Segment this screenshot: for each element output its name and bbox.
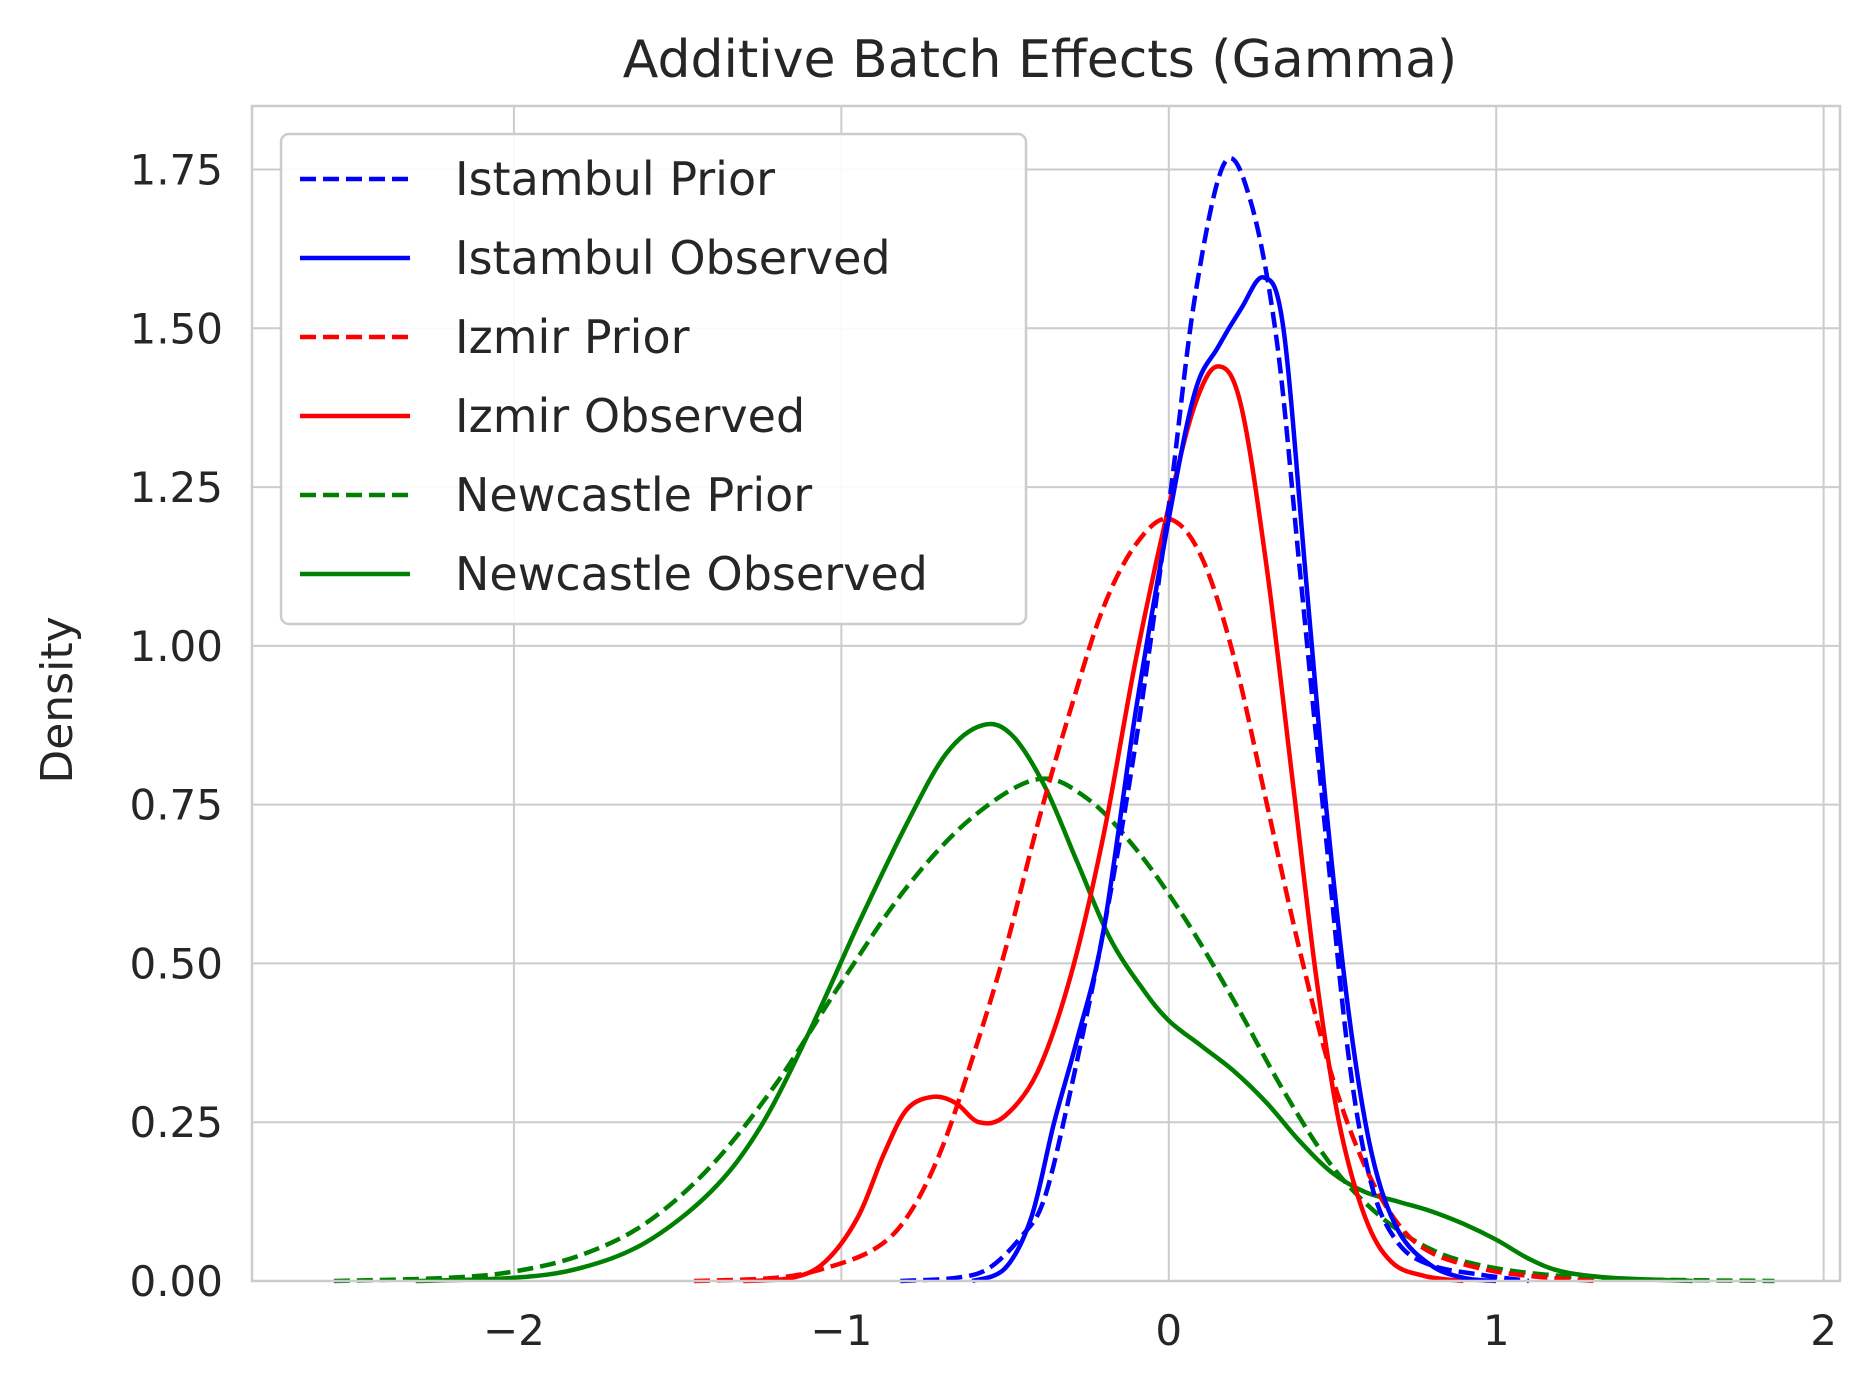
- y-tick-label: 0.50: [129, 939, 223, 988]
- legend-box: [279, 132, 1028, 626]
- y-tick-label: 0.00: [129, 1257, 223, 1306]
- series-line-newcastle-prior: [333, 776, 1775, 1284]
- x-tick-label: −2: [483, 1306, 545, 1355]
- x-axis-ticks: −2 −1 0 1 2: [483, 1306, 1837, 1355]
- plot-frame: [250, 104, 1842, 1283]
- legend-label-istambul-prior: Istambul Prior: [455, 152, 775, 206]
- y-tick-label: 1.50: [129, 304, 223, 353]
- x-tick-label: 1: [1483, 1306, 1510, 1355]
- series-line-istambul-observed: [971, 275, 1497, 1284]
- series-line-izmir-prior: [693, 516, 1595, 1284]
- series-lines: [333, 155, 1775, 1284]
- legend-label-newcastle-prior: Newcastle Prior: [455, 468, 812, 522]
- series-line-istambul-prior: [900, 155, 1530, 1284]
- x-tick-label: 2: [1810, 1306, 1837, 1355]
- legend-label-izmir-observed: Izmir Observed: [455, 389, 805, 443]
- y-tick-label: 1.00: [129, 622, 223, 671]
- series-line-izmir-observed: [742, 364, 1464, 1284]
- y-axis-label: Density: [32, 616, 83, 783]
- series-line-newcastle-observed: [415, 721, 1693, 1284]
- legend-label-izmir-prior: Izmir Prior: [455, 310, 690, 364]
- y-tick-label: 0.75: [129, 781, 223, 830]
- y-tick-label: 1.25: [129, 463, 223, 512]
- legend-label-newcastle-observed: Newcastle Observed: [455, 547, 928, 601]
- x-tick-label: 0: [1155, 1306, 1182, 1355]
- y-tick-label: 0.25: [129, 1098, 223, 1147]
- legend-label-istambul-observed: Istambul Observed: [455, 231, 891, 285]
- legend: Istambul Prior Istambul Observed Izmir Pri…: [279, 132, 1028, 626]
- y-axis-ticks: 0.00 0.25 0.50 0.75 1.00 1.25 1.50 1.75: [129, 146, 223, 1306]
- chart-title: Additive Batch Effects (Gamma): [623, 30, 1457, 90]
- y-tick-label: 1.75: [129, 146, 223, 195]
- x-tick-label: −1: [810, 1306, 872, 1355]
